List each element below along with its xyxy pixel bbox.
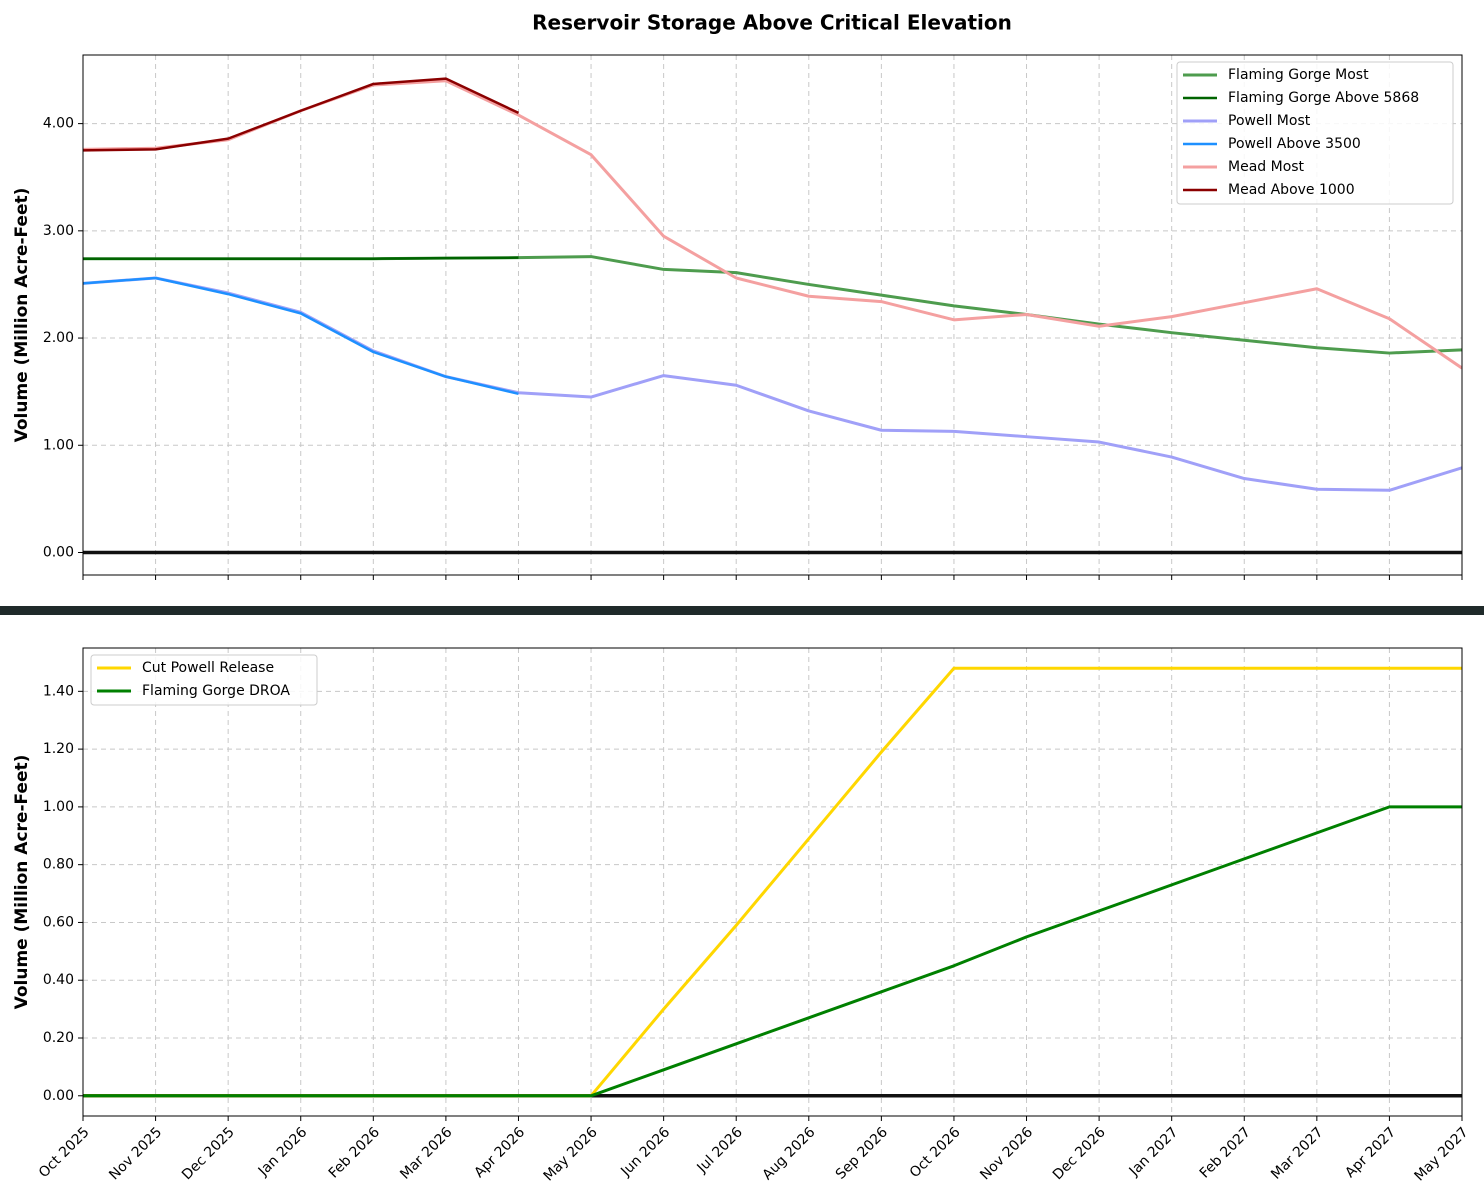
x-tick-label: Sep 2026	[833, 1124, 891, 1182]
x-tick-label: Nov 2025	[106, 1124, 165, 1183]
chart-title: Reservoir Storage Above Critical Elevati…	[532, 11, 1012, 35]
x-tick-label: Oct 2026	[907, 1124, 964, 1181]
x-tick-label: Aug 2026	[759, 1124, 818, 1183]
x-tick-label: Jul 2026	[694, 1124, 746, 1176]
y-tick-label: 3.00	[43, 223, 74, 239]
x-tick-label: Apr 2026	[471, 1124, 528, 1181]
legend-label: Powell Above 3500	[1228, 136, 1361, 152]
y-tick-label: 1.20	[43, 741, 74, 757]
y-tick-label: 0.00	[43, 544, 74, 560]
x-tick-label: Mar 2027	[1268, 1124, 1326, 1182]
legend-label: Flaming Gorge Above 5868	[1228, 90, 1419, 106]
x-tick-label: Jan 2027	[1126, 1124, 1182, 1180]
y-tick-label: 0.00	[43, 1088, 74, 1104]
x-tick-label: May 2027	[1412, 1124, 1472, 1184]
y-tick-label: 0.60	[43, 914, 74, 930]
y-tick-label: 0.80	[43, 857, 74, 873]
series-line	[83, 805, 1462, 1098]
series-line	[83, 255, 1462, 355]
series-line	[83, 276, 519, 396]
x-tick-label: Mar 2026	[397, 1124, 455, 1182]
x-tick-label: May 2026	[541, 1124, 601, 1184]
y-tick-label: 1.00	[43, 799, 74, 815]
x-tick-label: Feb 2026	[326, 1124, 383, 1181]
plot-frame	[82, 647, 1463, 1117]
y-tick-label: 2.00	[43, 330, 74, 346]
y-tick-label: 4.00	[43, 116, 74, 132]
x-tick-label: Feb 2027	[1197, 1124, 1254, 1181]
x-tick-label: Dec 2026	[1050, 1124, 1109, 1183]
series-line	[83, 256, 519, 260]
x-tick-label: Jan 2026	[255, 1124, 311, 1180]
legend-label: Flaming Gorge Most	[1228, 67, 1369, 83]
x-tick-label: Oct 2025	[36, 1124, 93, 1181]
legend-label: Cut Powell Release	[142, 660, 274, 676]
plot-frame	[82, 54, 1463, 576]
legend-label: Flaming Gorge DROA	[142, 683, 290, 699]
panel-divider	[0, 606, 1484, 615]
y-tick-label: 0.40	[43, 972, 74, 988]
y-axis-label: Volume (Million Acre-Feet)	[12, 188, 32, 443]
x-tick-label: Dec 2025	[179, 1124, 238, 1183]
x-tick-label: Jun 2026	[617, 1124, 673, 1180]
legend-box	[1176, 61, 1454, 205]
legend-box	[90, 654, 318, 706]
y-axis-label: Volume (Million Acre-Feet)	[12, 755, 32, 1010]
y-tick-label: 1.00	[43, 437, 74, 453]
x-tick-label: Apr 2027	[1342, 1124, 1399, 1181]
y-tick-label: 1.40	[43, 683, 74, 699]
series-line	[83, 77, 520, 152]
legend-label: Powell Most	[1228, 113, 1311, 129]
legend-label: Mead Above 1000	[1228, 182, 1355, 198]
y-tick-label: 0.20	[43, 1030, 74, 1046]
legend-label: Mead Most	[1228, 159, 1305, 175]
x-tick-label: Nov 2026	[977, 1124, 1036, 1183]
